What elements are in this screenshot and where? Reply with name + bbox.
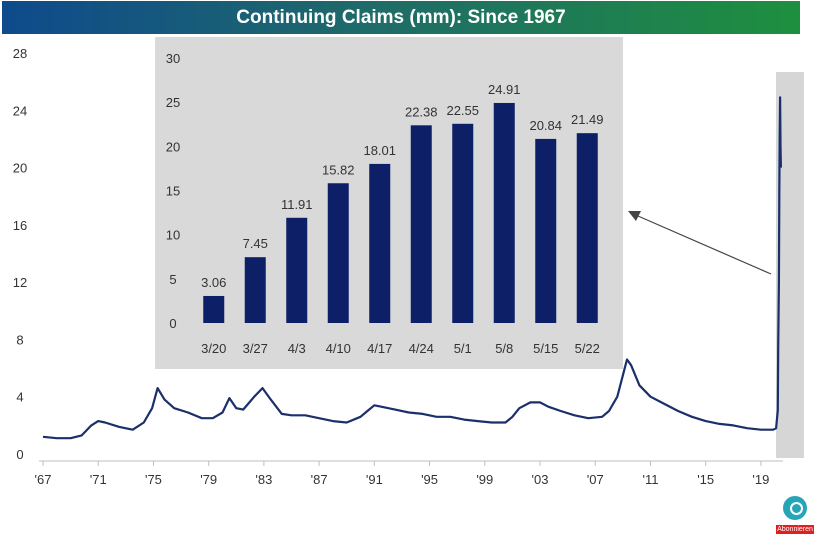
x-tick-label: '75 bbox=[145, 472, 162, 487]
y-tick-label: 24 bbox=[13, 103, 27, 118]
series-line-continuing-claims bbox=[42, 96, 782, 440]
x-tick-label: '11 bbox=[642, 472, 658, 487]
main-axis: 0 4 8 12 16 20 24 28 '67 '71 '75 '79 '83 '87 '91 '95 '99… bbox=[13, 46, 783, 487]
bar-data-label: 3.06 bbox=[201, 275, 226, 290]
x-tick-label: '03 bbox=[532, 472, 549, 487]
bar-data-label: 7.45 bbox=[243, 236, 268, 251]
inset-y-tick-label: 30 bbox=[166, 51, 180, 66]
inset-x-tick-label: 5/15 bbox=[533, 341, 558, 356]
x-tick-label: '83 bbox=[255, 472, 272, 487]
bar-data-label: 24.91 bbox=[488, 82, 521, 97]
inset-y-tick-label: 10 bbox=[166, 228, 180, 243]
x-tick-label: '19 bbox=[752, 472, 769, 487]
inset-y-tick-label: 0 bbox=[169, 316, 176, 331]
inset-y-tick-label: 20 bbox=[166, 139, 180, 154]
inset-x-tick-label: 4/17 bbox=[367, 341, 392, 356]
inset-x-tick-label: 5/22 bbox=[575, 341, 600, 356]
y-tick-label: 28 bbox=[13, 46, 27, 61]
bar-data-label: 18.01 bbox=[363, 143, 396, 158]
bar-5-22 bbox=[576, 133, 598, 323]
bar-data-label: 15.82 bbox=[322, 162, 355, 177]
subscribe-badge[interactable]: Abonnieren bbox=[776, 494, 814, 536]
bar-5-15 bbox=[535, 138, 557, 323]
y-tick-label: 20 bbox=[13, 161, 27, 176]
x-tick-label: '15 bbox=[697, 472, 714, 487]
y-tick-label: 16 bbox=[13, 218, 27, 233]
inset-x-tick-label: 4/10 bbox=[326, 341, 351, 356]
y-tick-label: 4 bbox=[16, 390, 23, 405]
inset-y-tick-label: 15 bbox=[166, 184, 180, 199]
inset-y-tick-label: 25 bbox=[166, 95, 180, 110]
inset-y-tick-label: 5 bbox=[169, 272, 176, 287]
bar-data-label: 21.49 bbox=[571, 112, 604, 127]
x-tick-label: '71 bbox=[90, 472, 107, 487]
inset-x-tick-label: 3/27 bbox=[243, 341, 268, 356]
bar-3-27 bbox=[244, 257, 266, 323]
subscribe-logo-icon bbox=[783, 496, 807, 520]
inset-x-tick-label: 4/3 bbox=[288, 341, 306, 356]
logo-ring bbox=[790, 502, 803, 515]
bar-4-10 bbox=[327, 183, 349, 323]
x-tick-label: '67 bbox=[35, 472, 52, 487]
bar-4-3 bbox=[286, 217, 308, 323]
inset-x-tick-label: 3/20 bbox=[201, 341, 226, 356]
bar-3-20 bbox=[203, 295, 225, 323]
x-tick-label: '99 bbox=[476, 472, 493, 487]
y-tick-label: 0 bbox=[16, 447, 23, 462]
bar-5-8 bbox=[493, 102, 515, 323]
inset-x-tick-label: 4/24 bbox=[409, 341, 434, 356]
x-tick-label: '87 bbox=[311, 472, 328, 487]
bar-data-label: 22.38 bbox=[405, 104, 438, 119]
inset-bar-chart: 0 5 10 15 20 25 30 3.06 3/20 7.45 3/27 11.91 4/3 15.8… bbox=[155, 37, 623, 369]
x-tick-label: '91 bbox=[366, 472, 383, 487]
bar-data-label: 22.55 bbox=[446, 103, 479, 118]
arrow-head-icon bbox=[628, 211, 641, 221]
bar-4-24 bbox=[410, 125, 432, 323]
x-tick-label: '95 bbox=[421, 472, 438, 487]
chart-title: Continuing Claims (mm): Since 1967 bbox=[2, 1, 800, 34]
annotation-arrow bbox=[637, 215, 772, 275]
x-tick-label: '07 bbox=[587, 472, 604, 487]
bar-data-label: 11.91 bbox=[281, 197, 313, 212]
bar-5-1 bbox=[452, 123, 474, 323]
y-tick-label: 12 bbox=[13, 275, 27, 290]
subscribe-label: Abonnieren bbox=[776, 525, 814, 534]
inset-x-tick-label: 5/1 bbox=[454, 341, 472, 356]
y-tick-label: 8 bbox=[16, 332, 23, 347]
bar-data-label: 20.84 bbox=[529, 118, 562, 133]
x-tick-label: '79 bbox=[200, 472, 217, 487]
inset-x-tick-label: 5/8 bbox=[495, 341, 513, 356]
bar-4-17 bbox=[369, 163, 391, 323]
